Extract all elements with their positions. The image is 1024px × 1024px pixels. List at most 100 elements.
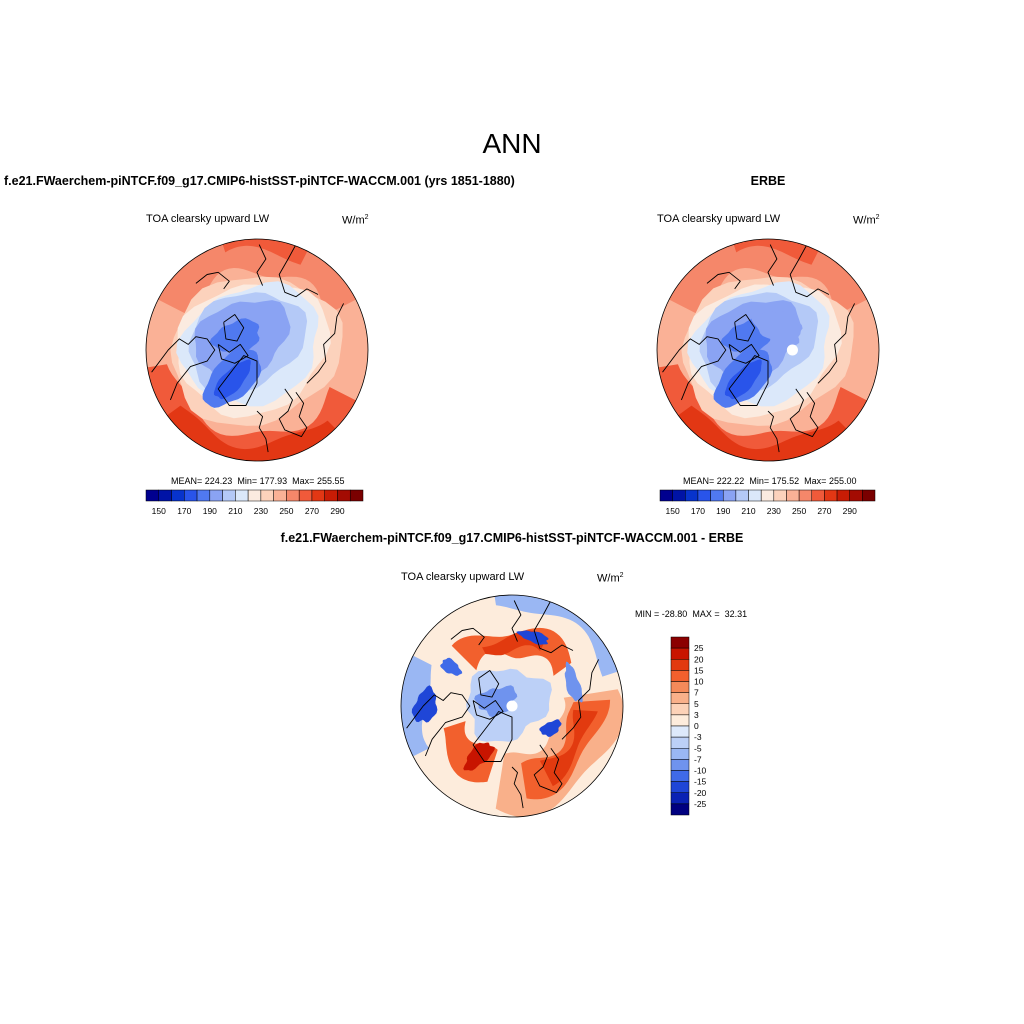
- coastline: [767, 410, 780, 453]
- colorbar-swatch: [670, 659, 690, 671]
- colorbar-swatch: [670, 714, 690, 727]
- colorbar-swatch: [311, 489, 325, 502]
- colorbar-swatch: [158, 489, 172, 502]
- panel-obs-map: [656, 238, 880, 462]
- colorbar-tick-label: 250: [792, 506, 806, 516]
- coastline: [278, 258, 319, 298]
- colorbar-swatch: [670, 670, 690, 682]
- mean-value: 224.23: [204, 476, 233, 486]
- coastline: [217, 343, 249, 364]
- coastline: [406, 692, 471, 757]
- colorbar-swatch: [670, 803, 690, 816]
- coastline: [561, 659, 600, 740]
- min-label: MIN =: [635, 609, 660, 619]
- coastline: [533, 744, 563, 794]
- colorbar-swatch: [184, 489, 198, 502]
- colorbar-swatch: [670, 781, 690, 793]
- mean-label: MEAN=: [171, 476, 203, 486]
- coastline: [287, 244, 297, 260]
- map-contours: [401, 595, 623, 817]
- units-base: W/m: [342, 214, 365, 227]
- coastline: [734, 314, 756, 342]
- panel-model-variable-label: TOA clearsky upward LW: [146, 213, 270, 225]
- coastline: [151, 336, 216, 401]
- coastline: [511, 766, 524, 809]
- colorbar-swatch: [685, 489, 699, 502]
- contour-band: [726, 239, 826, 265]
- colorbar-swatch: [670, 647, 690, 660]
- min-value: 177.93: [259, 476, 288, 486]
- colorbar-tick-label: 290: [330, 506, 344, 516]
- colorbar-swatch: [196, 489, 211, 502]
- coastline: [223, 314, 245, 342]
- map-boundary: [400, 594, 624, 818]
- colorbar-swatch: [670, 725, 690, 738]
- min-label: Min=: [749, 476, 770, 486]
- colorbar-tick-label: 0: [694, 721, 699, 731]
- coastlines: [406, 600, 600, 809]
- colorbar-swatch: [209, 489, 223, 502]
- colorbar-tick-label: 10: [694, 677, 704, 687]
- colorbar-tick-label: -25: [694, 799, 707, 809]
- colorbar-swatch: [735, 489, 749, 502]
- colorbar-tick-label: 210: [741, 506, 755, 516]
- coastline: [798, 244, 808, 260]
- contour-band: [443, 721, 498, 783]
- coastline: [472, 700, 504, 720]
- colorbar-swatch: [670, 748, 690, 760]
- units-exponent: 2: [619, 572, 624, 579]
- colorbar-tick-label: 5: [694, 699, 699, 709]
- colorbar-tick-label: 250: [279, 506, 293, 516]
- contour-band: [751, 310, 803, 349]
- coastline: [306, 303, 345, 384]
- panel-model-map: [145, 238, 369, 462]
- colorbar-swatch: [670, 736, 690, 749]
- coastline: [662, 336, 727, 401]
- colorbar-tick-label: 150: [666, 506, 680, 516]
- colorbar-swatch: [659, 489, 673, 502]
- contour-band: [213, 359, 251, 400]
- colorbar-swatch: [298, 489, 313, 502]
- coastlines: [662, 244, 856, 453]
- contour-band: [564, 661, 583, 703]
- colorbar-swatch: [670, 692, 690, 704]
- colorbar-tick-label: 20: [694, 654, 704, 664]
- max-value: 32.31: [724, 609, 748, 619]
- pole-missing-data: [506, 700, 518, 712]
- coastline: [817, 303, 856, 384]
- colorbar-swatch: [349, 489, 364, 502]
- colorbar-swatch: [748, 489, 762, 502]
- colorbar-swatch: [145, 489, 160, 502]
- colorbar-tick-label: 170: [691, 506, 705, 516]
- colorbar-tick-label: 270: [817, 506, 831, 516]
- colorbar-tick-label: 170: [177, 506, 191, 516]
- colorbar-swatch: [760, 489, 775, 502]
- colorbar-tick-label: 230: [254, 506, 268, 516]
- colorbar-tick-label: 3: [694, 710, 699, 720]
- coastline: [256, 410, 269, 453]
- colorbar-tick-label: 25: [694, 643, 704, 653]
- min-value: -28.80: [661, 609, 688, 619]
- panel-diff-stats: MIN = -28.80 MAX = 32.31: [635, 609, 747, 619]
- units-base: W/m: [853, 214, 876, 227]
- colorbar-swatch: [235, 489, 249, 502]
- coastline: [789, 258, 830, 298]
- coastline: [511, 600, 522, 642]
- contour-band: [440, 657, 463, 676]
- colorbar-swatch: [670, 759, 690, 771]
- panel-obs-title: ERBE: [750, 174, 786, 188]
- max-value: 255.00: [828, 476, 857, 486]
- colorbar-tick-label: 210: [228, 506, 242, 516]
- coastline: [706, 271, 741, 290]
- contour-band: [209, 318, 260, 353]
- contour-band: [539, 709, 598, 787]
- panel-obs-units: W/m2: [853, 214, 880, 227]
- contour-band: [146, 405, 350, 461]
- panel-diff-map: [400, 594, 624, 818]
- colorbar-swatch: [222, 489, 236, 502]
- colorbar-tick-label: -3: [694, 732, 702, 742]
- colorbar-tick-label: 15: [694, 665, 704, 675]
- colorbar-swatch: [670, 681, 690, 693]
- coastline: [217, 355, 258, 406]
